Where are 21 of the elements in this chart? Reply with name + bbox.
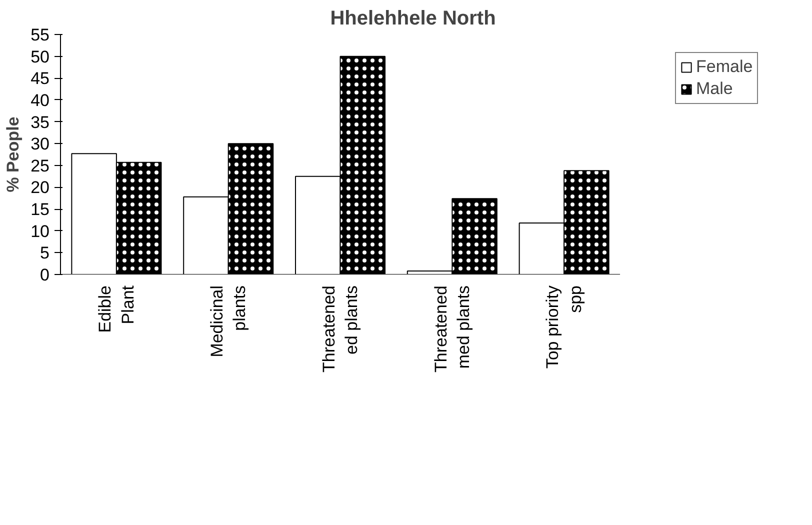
x-tick-label: Threatened ed plants (319, 285, 362, 372)
chart-title: Hhelehhele North (330, 8, 496, 30)
y-tick-label: 15 (30, 200, 50, 220)
x-tick-label: Threatened med plants (431, 285, 474, 372)
y-tick-label: 5 (40, 244, 50, 263)
legend-label: Female (696, 57, 753, 77)
y-axis-title: % People (4, 116, 23, 192)
y-tick-label: 50 (30, 47, 50, 66)
y-tick-label: 40 (30, 90, 50, 110)
y-tick-label: 35 (30, 112, 50, 132)
y-tick-label: 10 (30, 222, 50, 241)
x-tick-label: Edible Plant (96, 285, 138, 333)
y-tick-label: 55 (30, 26, 50, 44)
y-tick-label: 25 (30, 156, 50, 176)
y-tick-label: 20 (30, 178, 50, 198)
x-tick-label: Top priority spp (543, 285, 585, 369)
y-tick-label: 30 (30, 134, 50, 154)
legend-label: Male (696, 79, 733, 99)
x-tick-label: Medicinal plants (207, 285, 250, 358)
y-tick-label: 45 (30, 69, 50, 88)
y-tick-label: 0 (40, 266, 50, 284)
